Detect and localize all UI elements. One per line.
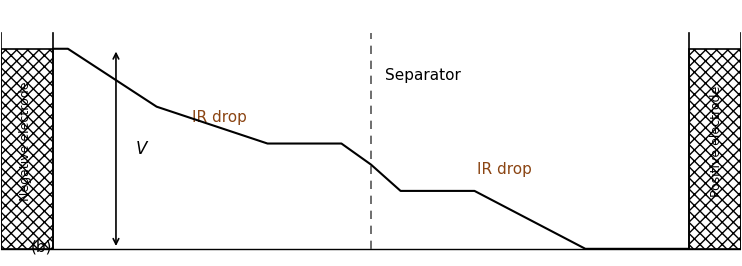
Bar — [1, 49, 53, 249]
Text: Positive electrode: Positive electrode — [710, 85, 723, 197]
Text: Separator: Separator — [385, 68, 461, 82]
Bar — [689, 49, 741, 249]
Text: Negative electrode: Negative electrode — [19, 81, 32, 201]
Text: IR drop: IR drop — [476, 162, 531, 177]
Text: (b): (b) — [31, 239, 53, 254]
Text: V: V — [136, 140, 148, 158]
Text: IR drop: IR drop — [192, 110, 247, 125]
